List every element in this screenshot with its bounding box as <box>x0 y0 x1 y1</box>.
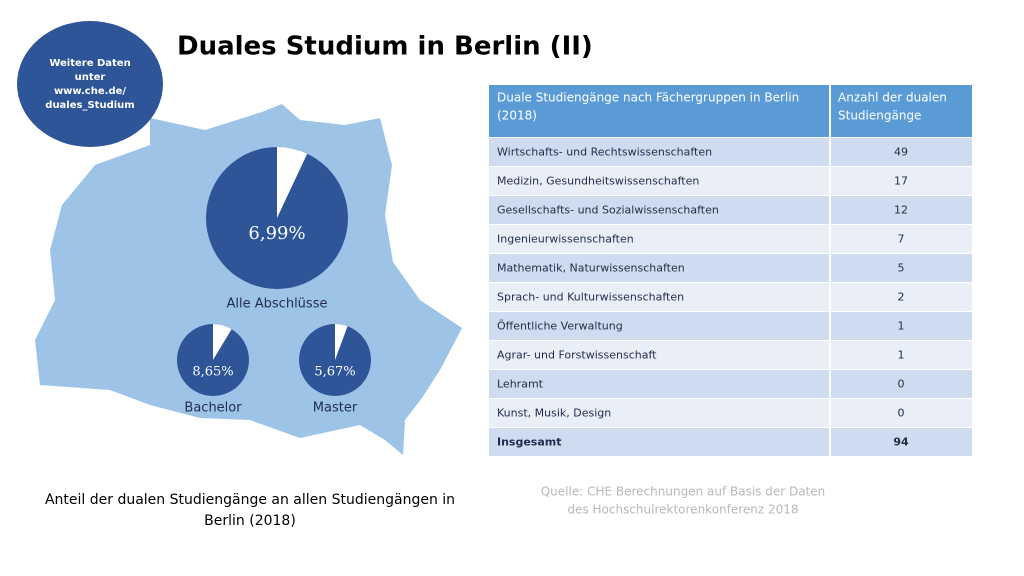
table-row <box>489 312 972 340</box>
table-cell: Öffentliche Verwaltung <box>497 320 623 333</box>
table-cell: Insgesamt <box>497 436 562 449</box>
page-title: Duales Studium in Berlin (II) <box>177 32 593 62</box>
table-header-text: (2018) <box>497 109 537 123</box>
table-cell: Mathematik, Naturwissenschaften <box>497 262 685 275</box>
table-cell: 0 <box>898 378 905 391</box>
table-cell: 7 <box>898 233 905 246</box>
pie-name: Master <box>313 401 358 416</box>
info-text: unter <box>75 72 106 83</box>
caption: Anteil der dualen Studiengänge an allen … <box>45 492 455 508</box>
table-row <box>489 370 972 398</box>
table-cell: 0 <box>898 407 905 420</box>
pie-slice <box>213 324 232 360</box>
table-row <box>489 254 972 282</box>
table-cell: 94 <box>893 436 909 449</box>
source: des Hochschulrektorenkonferenz 2018 <box>567 503 798 517</box>
pie-slice <box>277 147 308 218</box>
table-cell: Agrar- und Forstwissenschaft <box>497 349 657 362</box>
table-header-text: Anzahl der dualen <box>838 91 947 105</box>
table-row <box>489 399 972 427</box>
table-cell: 1 <box>898 320 905 333</box>
table-cell: 5 <box>898 262 905 275</box>
table-row <box>489 341 972 369</box>
table-cell: 17 <box>894 175 908 188</box>
info-text: duales_Studium <box>45 100 134 111</box>
source: Quelle: CHE Berechnungen auf Basis der D… <box>541 485 826 499</box>
pie-value-label: 6,99% <box>248 223 305 244</box>
table-cell: 2 <box>898 291 905 304</box>
table-header-text: Duale Studiengänge nach Fächergruppen in… <box>497 91 799 105</box>
table-row <box>489 283 972 311</box>
table-cell: 12 <box>894 204 908 217</box>
table-cell: Wirtschafts- und Rechtswissenschaften <box>497 146 712 159</box>
pie-slice <box>335 324 348 360</box>
table-header-text: Studiengänge <box>838 109 921 123</box>
table-cell: Kunst, Musik, Design <box>497 407 611 420</box>
table-row <box>489 138 972 166</box>
table-cell: Ingenieurwissenschaften <box>497 233 634 246</box>
table-row <box>489 225 972 253</box>
table-row <box>489 428 972 456</box>
table-header <box>489 85 972 137</box>
table-row <box>489 196 972 224</box>
info-text: Weitere Daten <box>49 58 130 69</box>
pie-value-label: 8,65% <box>192 365 233 380</box>
pie-name: Alle Abschlüsse <box>227 297 328 312</box>
table-cell: Sprach- und Kulturwissenschaften <box>497 291 684 304</box>
table-cell: Medizin, Gesundheitswissenschaften <box>497 175 699 188</box>
info-bubble <box>17 21 163 147</box>
info-text: www.che.de/ <box>54 86 126 97</box>
caption: Berlin (2018) <box>204 513 296 529</box>
table-cell: Lehramt <box>497 378 544 391</box>
table-cell: 49 <box>894 146 908 159</box>
table-row <box>489 167 972 195</box>
table-cell: Gesellschafts- und Sozialwissenschaften <box>497 204 719 217</box>
table-cell: 1 <box>898 349 905 362</box>
pie-name: Bachelor <box>184 401 242 416</box>
pie-value-label: 5,67% <box>314 365 355 380</box>
